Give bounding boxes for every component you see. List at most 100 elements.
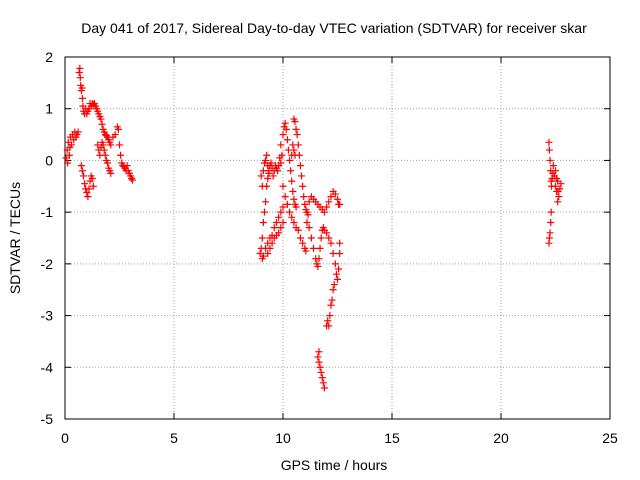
data-point [274,167,282,175]
data-point [549,162,557,170]
data-point [279,203,287,211]
data-point [303,218,311,226]
data-point [74,128,82,136]
data-point [290,195,298,203]
data-point [80,172,88,180]
x-tick-label: 5 [170,430,178,446]
data-point [293,131,301,139]
data-point [292,203,300,211]
data-point [101,151,109,159]
data-point [116,141,123,149]
data-point [325,198,333,206]
data-point [272,218,280,226]
data-point [120,163,128,171]
x-tick-label: 20 [493,430,509,446]
data-point [85,185,93,193]
data-point [258,234,266,242]
data-point [263,151,271,159]
data-point [291,151,299,159]
data-point [302,247,310,255]
data-point [78,84,86,92]
data-point [64,159,72,167]
data-point [107,141,115,149]
data-point [317,234,325,242]
y-tick-label: 2 [45,49,53,65]
data-point [320,208,328,216]
data-point [279,218,287,226]
data-point [66,144,74,151]
data-point [260,208,268,216]
data-point [325,234,333,242]
data-point [262,198,270,206]
data-point [76,64,84,72]
data-point [286,156,294,164]
data-point [123,162,131,170]
data-point [547,208,555,216]
y-tick-label: -1 [41,204,54,220]
data-point [104,159,112,167]
data-point [277,224,285,232]
data-point [296,234,304,242]
data-point [554,177,562,185]
data-point [266,244,274,252]
data-point [334,275,341,283]
data-point [299,239,307,247]
data-point [262,156,270,164]
data-point [114,125,122,133]
data-point [259,167,267,175]
data-point [299,182,307,190]
data-point [336,200,344,208]
data-point [331,260,339,268]
data-point [327,239,335,247]
data-point [317,368,325,376]
data-point [327,193,335,201]
data-point [257,172,265,180]
x-axis-label: GPS time / hours [281,457,388,473]
data-point [304,211,312,219]
data-point [83,188,91,196]
data-point [78,167,86,175]
data-point [268,239,276,247]
y-tick-label: 1 [45,101,53,117]
y-tick-label: -5 [41,411,54,427]
data-point [323,229,331,237]
y-tick-label: 0 [45,152,53,168]
data-point [328,296,336,304]
data-point [291,118,299,126]
data-point [117,151,125,159]
data-point [286,208,294,216]
data-point [289,187,297,195]
data-point [318,374,326,382]
data-point [315,255,323,263]
data-point [319,379,327,387]
data-point [97,115,105,123]
x-tick-label: 25 [602,430,618,446]
data-point [332,270,340,278]
data-point [265,169,273,177]
data-point [129,176,137,184]
data-point [277,159,285,167]
data-point [277,141,285,149]
data-point [127,175,135,183]
plot-frame [64,56,611,420]
data-point [283,200,291,208]
data-point [301,200,309,208]
data-point [89,182,97,190]
data-point [264,162,272,170]
data-point [275,213,283,221]
data-point [316,244,324,252]
data-point [329,250,337,258]
data-point [259,252,267,260]
data-point [315,358,323,366]
data-point [294,226,302,234]
data-point [278,151,286,159]
data-point [279,182,287,190]
data-point [335,265,343,273]
data-point [275,229,283,237]
data-point [81,180,89,188]
data-point [279,131,287,139]
y-tick-label: -4 [41,359,54,375]
data-point [554,187,562,195]
